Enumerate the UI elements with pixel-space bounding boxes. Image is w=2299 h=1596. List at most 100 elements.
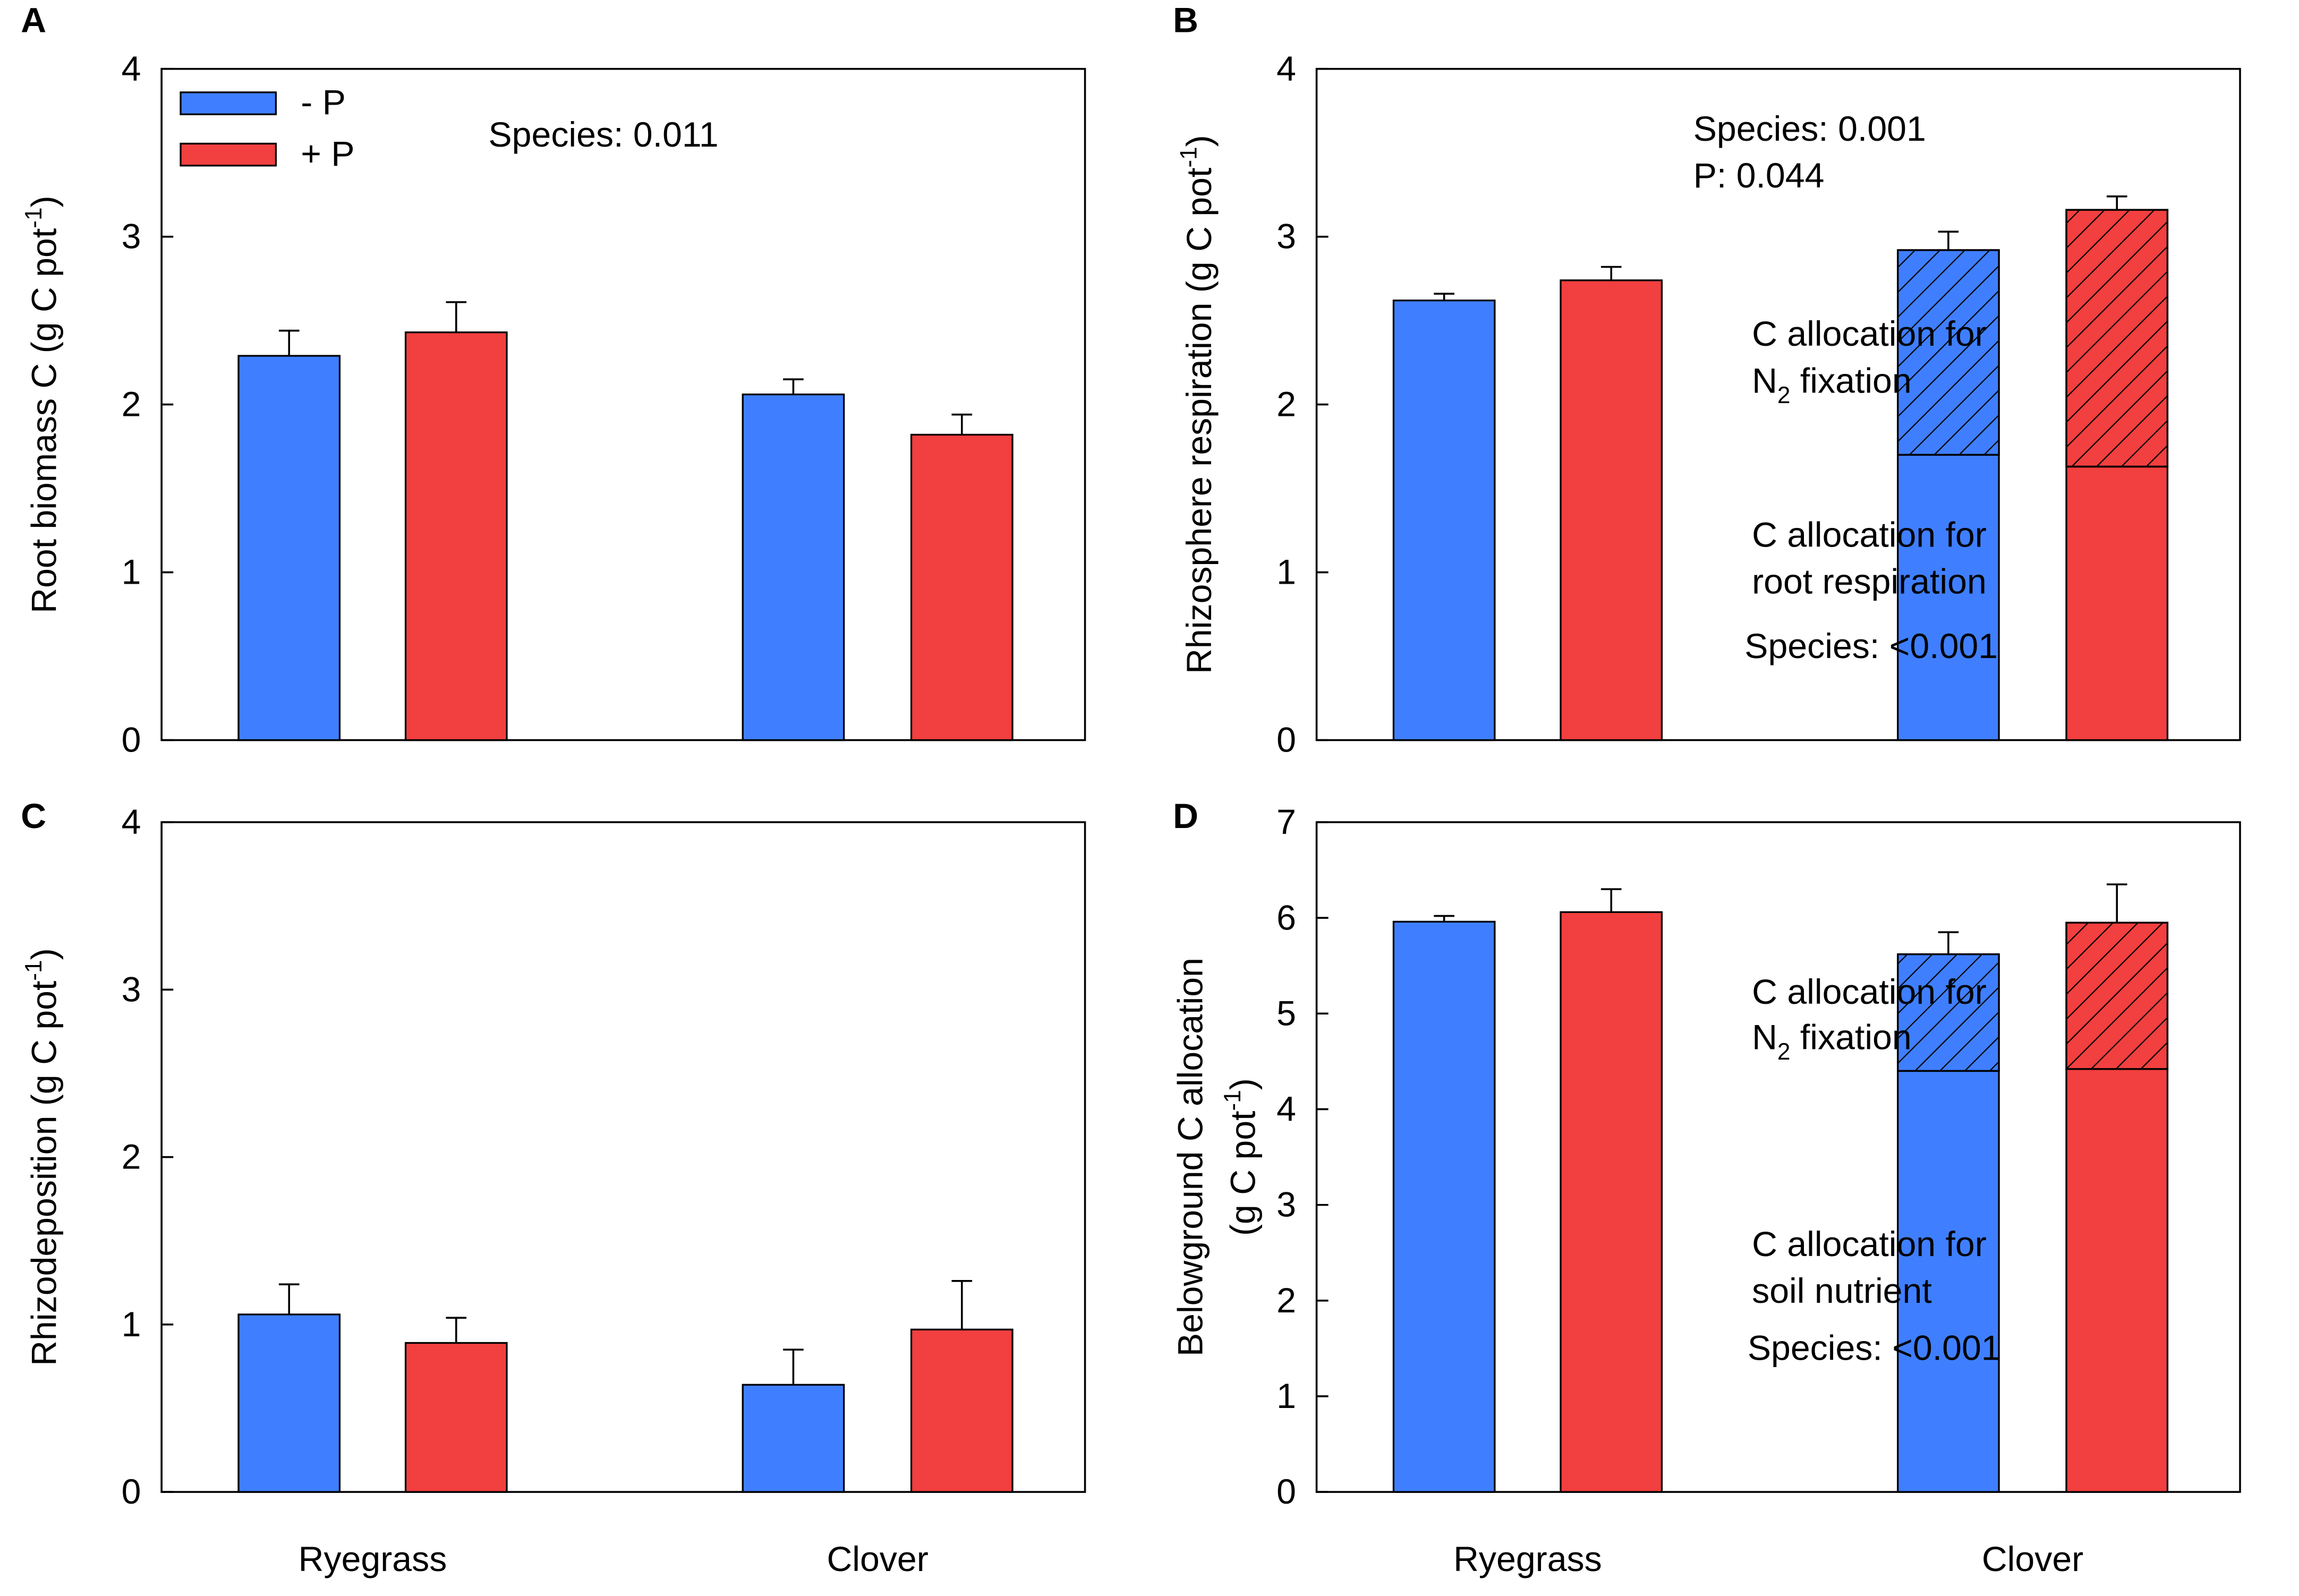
y-tick-label: 3 xyxy=(122,970,141,1009)
y-tick-label: 4 xyxy=(1276,49,1296,89)
annotation: C allocation for xyxy=(1752,972,1987,1012)
annotation: P: 0.044 xyxy=(1693,156,1825,195)
annotation-part: Species: 0.001 xyxy=(1693,109,1926,149)
y-tick-label: 4 xyxy=(1276,1090,1296,1129)
segment-hatch xyxy=(1897,953,2000,1072)
y-tick-label: 3 xyxy=(1276,217,1296,257)
annotation: Species: 0.011 xyxy=(489,115,719,155)
y-axis-label-part: ) xyxy=(24,195,64,207)
y-axis-label: Rhizodeposition (g C pot-1) xyxy=(21,948,64,1365)
annotation-part: C allocation for xyxy=(1752,1225,1987,1264)
annotation-part: Species: <0.001 xyxy=(1748,1329,2001,1368)
y-axis-label-part: -1 xyxy=(1176,147,1202,167)
y-axis-label-part: Rhizosphere respiration (g C pot xyxy=(1180,168,1219,674)
panel-label: C xyxy=(21,797,46,836)
segment-hatch xyxy=(2065,209,2169,468)
bar xyxy=(1560,911,1663,1493)
x-tick-label: Clover xyxy=(827,1540,928,1579)
bar xyxy=(1392,300,1496,741)
annotation: C allocation for xyxy=(1752,314,1987,354)
legend-label: - P xyxy=(301,83,346,122)
y-axis-label-part: -1 xyxy=(21,960,47,980)
annotation: root respiration xyxy=(1752,562,1987,602)
annotation: N2 fixation xyxy=(1752,362,1912,408)
annotation-part: soil nutrient xyxy=(1752,1271,1932,1311)
y-tick-label: 0 xyxy=(1276,721,1296,760)
y-tick-label: 5 xyxy=(1276,994,1296,1033)
bar xyxy=(1897,454,2000,741)
bar xyxy=(404,331,508,741)
y-tick-label: 1 xyxy=(122,553,141,592)
y-axis-label-part: -1 xyxy=(1220,1090,1246,1111)
annotation-part: 2 xyxy=(1777,382,1791,408)
y-tick-label: 2 xyxy=(1276,385,1296,424)
y-tick-label: 7 xyxy=(1276,803,1296,842)
annotation-part: fixation xyxy=(1791,362,1912,401)
legend-swatch xyxy=(180,142,277,167)
y-tick-label: 1 xyxy=(1276,1377,1296,1416)
y-axis-label: (g C pot-1) xyxy=(1220,1078,1263,1236)
annotation-part: 2 xyxy=(1777,1039,1791,1065)
annotation: C allocation for xyxy=(1752,515,1987,554)
bar xyxy=(910,1328,1014,1493)
segment-hatch xyxy=(2065,921,2169,1070)
y-axis-label-part: Root biomass C (g C pot xyxy=(24,228,64,613)
y-tick-label: 6 xyxy=(1276,898,1296,937)
bar xyxy=(2065,1068,2169,1493)
annotation-part: C allocation for xyxy=(1752,515,1987,554)
annotation-part: C allocation for xyxy=(1752,972,1987,1012)
panel-label: A xyxy=(21,1,46,40)
y-axis-label-part: ) xyxy=(24,948,64,960)
y-axis-label: Rhizosphere respiration (g C pot-1) xyxy=(1176,135,1219,674)
bar xyxy=(1560,279,1663,741)
annotation: N2 fixation xyxy=(1752,1018,1912,1065)
bar xyxy=(742,393,845,741)
legend-label: + P xyxy=(301,134,354,174)
annotation-part: Species: <0.001 xyxy=(1744,627,1998,666)
y-axis-label: Root biomass C (g C pot-1) xyxy=(21,195,64,613)
legend-swatch xyxy=(180,91,277,115)
y-tick-label: 0 xyxy=(122,1472,141,1512)
y-axis-label-part: Belowground C allocation xyxy=(1171,958,1210,1356)
y-axis-label-part: Rhizodeposition (g C pot xyxy=(24,981,64,1366)
y-tick-label: 3 xyxy=(1276,1185,1296,1225)
y-axis-label-part: -1 xyxy=(21,207,47,228)
y-tick-label: 2 xyxy=(122,385,141,424)
y-tick-label: 0 xyxy=(1276,1472,1296,1512)
bar xyxy=(910,433,1014,741)
annotation: Species: <0.001 xyxy=(1748,1329,2001,1368)
y-axis-label-part: (g C pot xyxy=(1224,1111,1263,1236)
bar xyxy=(237,355,341,741)
y-axis-label: Belowground C allocation xyxy=(1171,958,1210,1356)
y-tick-label: 0 xyxy=(122,721,141,760)
annotation: soil nutrient xyxy=(1752,1271,1932,1311)
annotation-part: N xyxy=(1752,362,1777,401)
y-axis-label-part: ) xyxy=(1180,135,1219,147)
annotation: C allocation for xyxy=(1752,1225,1987,1264)
y-tick-label: 2 xyxy=(1276,1281,1296,1320)
bar xyxy=(237,1313,341,1493)
x-tick-label: Clover xyxy=(1982,1540,2083,1579)
bar xyxy=(1897,1070,2000,1493)
y-axis-label-part: ) xyxy=(1224,1078,1263,1090)
x-tick-label: Ryegrass xyxy=(299,1540,447,1579)
panel-label: D xyxy=(1173,797,1198,836)
bar xyxy=(1392,920,1496,1493)
plot-frame xyxy=(1315,821,2241,1493)
bar xyxy=(2065,465,2169,741)
annotation-part: P: 0.044 xyxy=(1693,156,1825,195)
annotation-part: fixation xyxy=(1791,1018,1912,1057)
annotation-part: Species: 0.011 xyxy=(489,115,719,155)
bar xyxy=(742,1384,845,1493)
annotation-part: N xyxy=(1752,1018,1777,1057)
annotation: Species: <0.001 xyxy=(1744,627,1998,666)
x-tick-label: Ryegrass xyxy=(1453,1540,1602,1579)
y-tick-label: 3 xyxy=(122,217,141,257)
annotation-part: C allocation for xyxy=(1752,314,1987,354)
y-tick-label: 2 xyxy=(122,1138,141,1177)
annotation: Species: 0.001 xyxy=(1693,109,1926,149)
y-tick-label: 4 xyxy=(122,803,141,842)
y-tick-label: 1 xyxy=(122,1305,141,1344)
